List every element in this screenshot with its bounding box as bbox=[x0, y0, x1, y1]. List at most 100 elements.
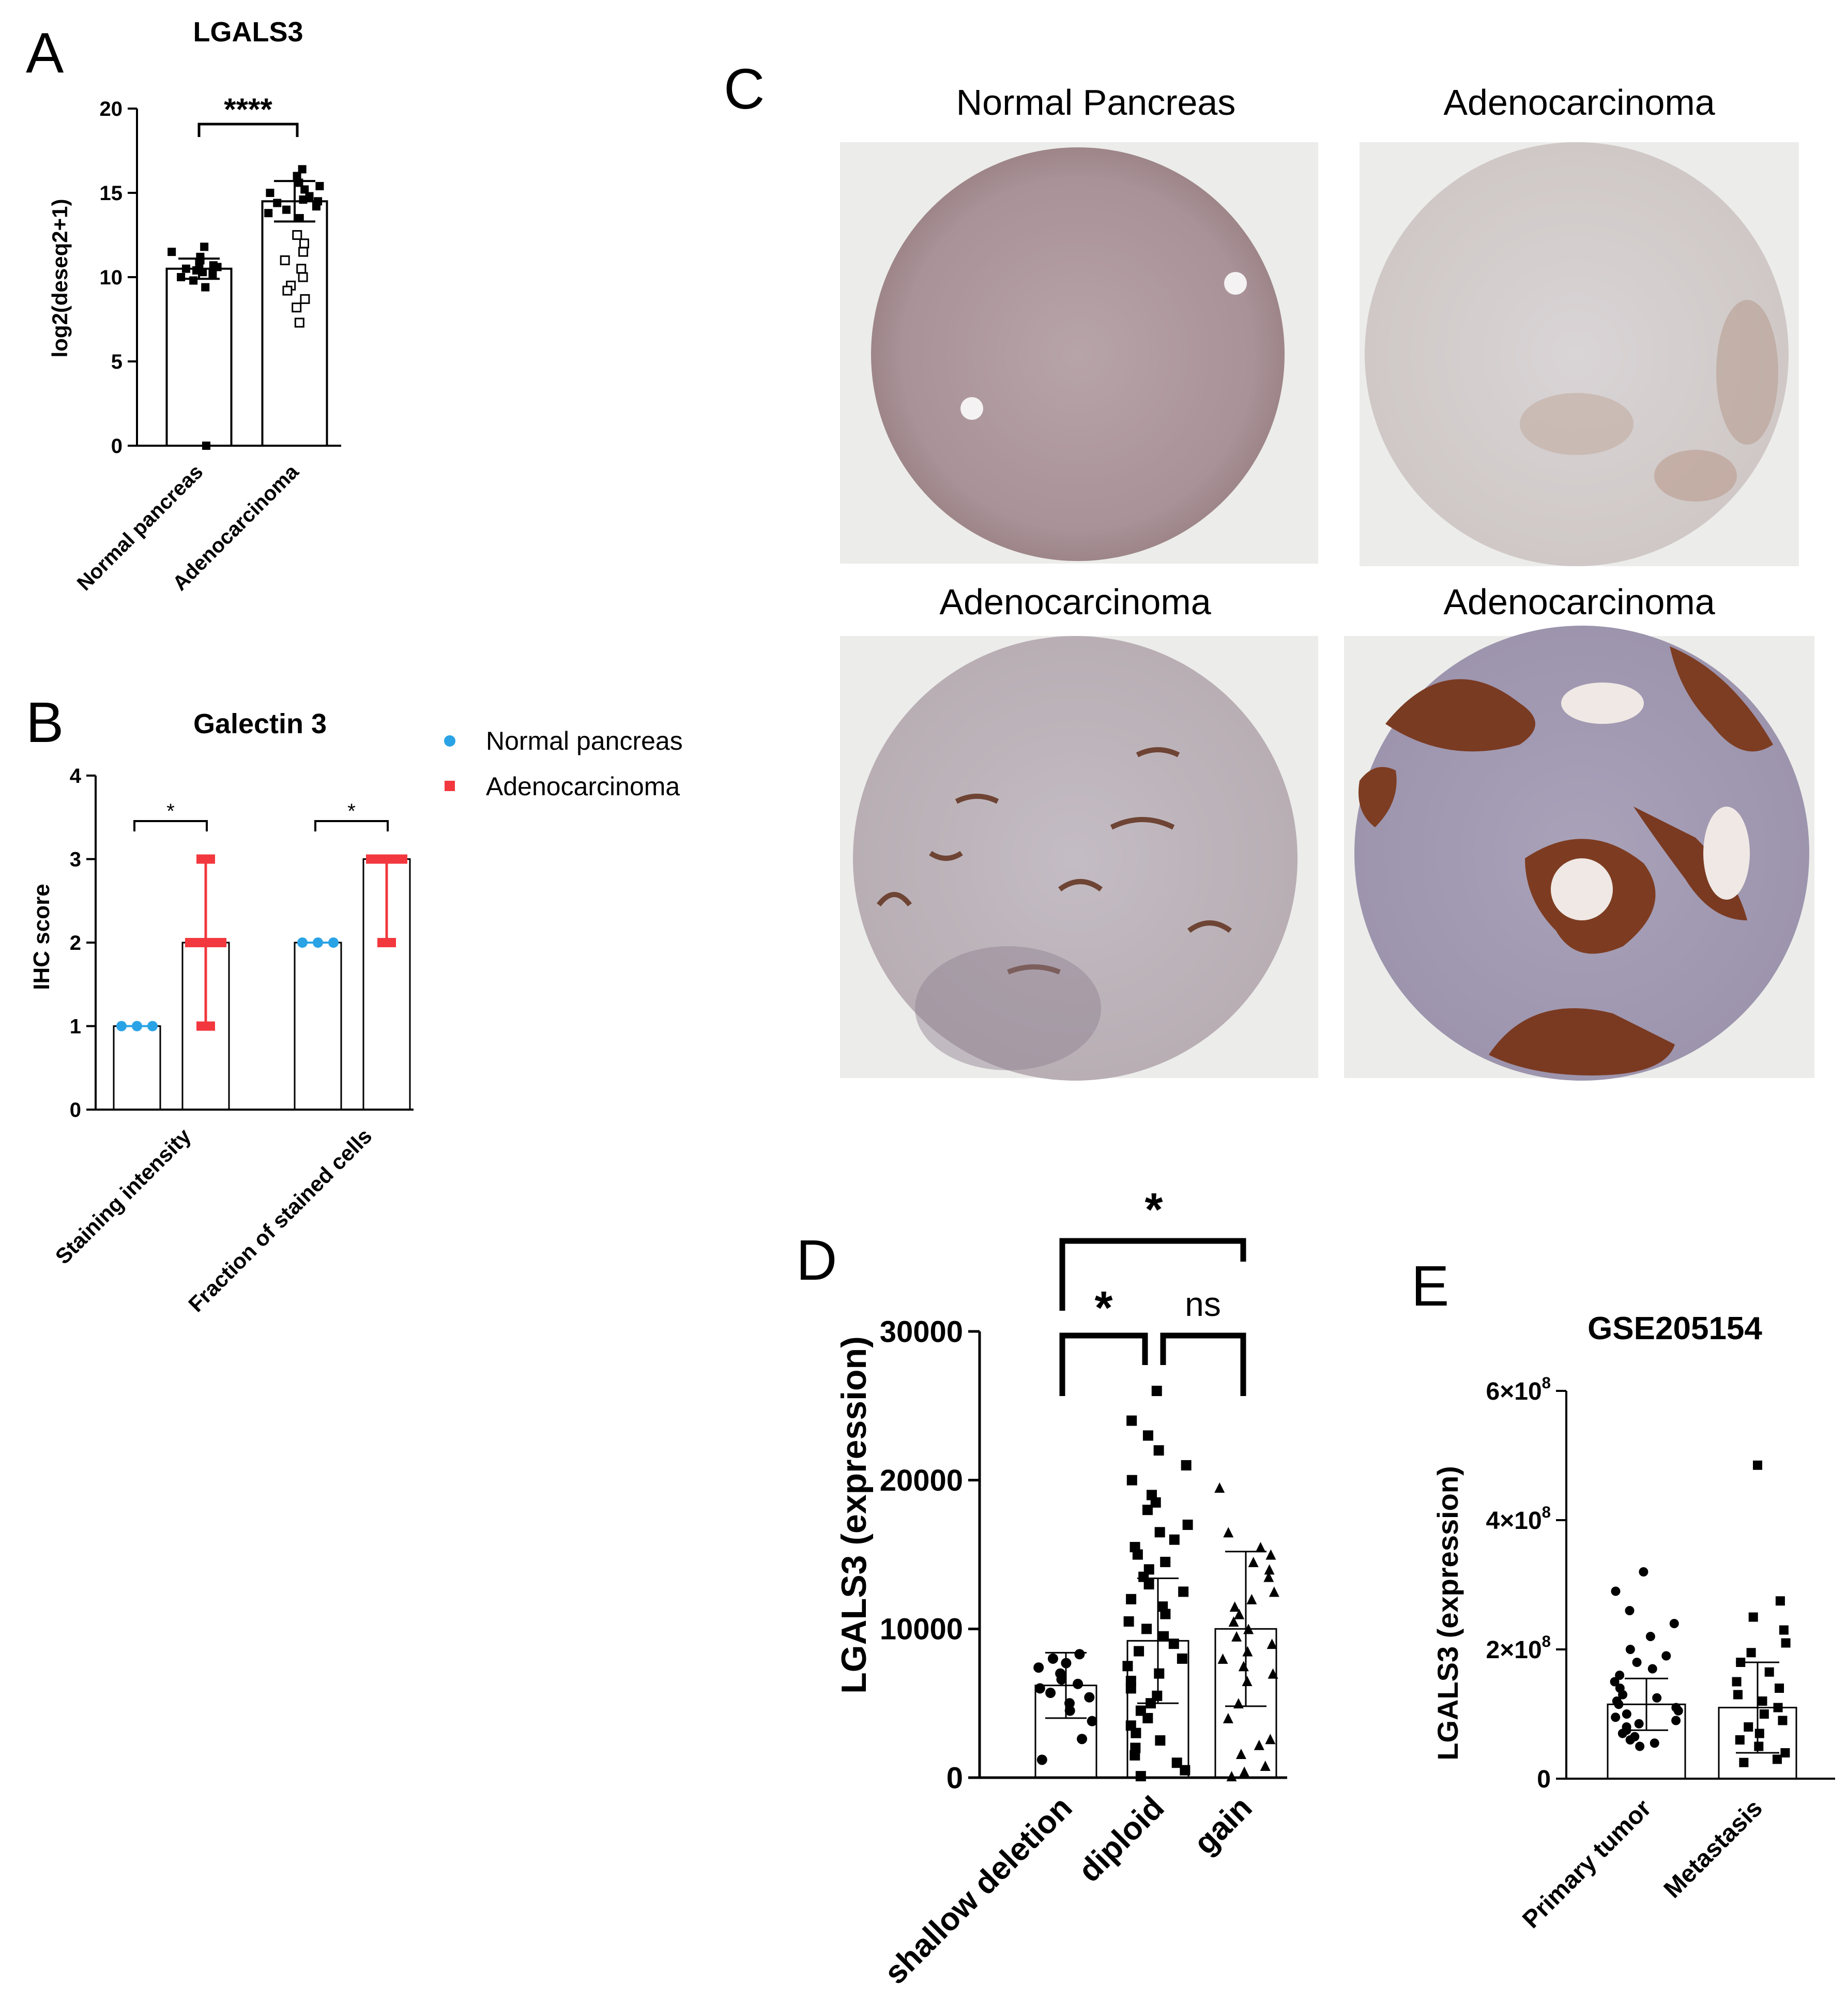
panel-d-point bbox=[1168, 1639, 1179, 1649]
panel-d-point bbox=[1122, 1661, 1133, 1672]
panel-d-point bbox=[1047, 1653, 1058, 1664]
panel-d-point bbox=[1242, 1646, 1253, 1657]
tissue-image-adenocarcinoma-1 bbox=[1360, 142, 1799, 566]
panel-e-point bbox=[1759, 1709, 1769, 1719]
image-label-1: Normal Pancreas bbox=[956, 82, 1236, 123]
panel-e-point bbox=[1647, 1664, 1657, 1674]
panel-d-sig-bracket-right bbox=[1160, 1332, 1246, 1396]
panel-d-point bbox=[1077, 1734, 1088, 1745]
panel-a-sig-label: **** bbox=[224, 92, 272, 127]
panel-e-point bbox=[1652, 1693, 1662, 1703]
panel-d-error-bars bbox=[1045, 1551, 1266, 1719]
panel-e-point bbox=[1748, 1612, 1758, 1622]
panel-b-x-label: Staining intensity bbox=[51, 1124, 196, 1269]
panel-e-point bbox=[1754, 1729, 1764, 1738]
panel-d-point bbox=[1246, 1594, 1257, 1604]
panel-e-point bbox=[1614, 1700, 1624, 1709]
panel-d-point bbox=[1154, 1527, 1165, 1538]
panel-d-point bbox=[1266, 1639, 1277, 1649]
panel-b-sig-bracket-1 bbox=[133, 820, 208, 831]
panel-a-point bbox=[181, 264, 190, 273]
panel-d-point bbox=[1265, 1734, 1276, 1745]
panel-e-x-label: Primary tumor bbox=[1517, 1794, 1656, 1933]
panel-e-point bbox=[1739, 1757, 1749, 1767]
panel-e-point bbox=[1778, 1716, 1788, 1725]
panel-d-y-axis: 0 10000 20000 30000 bbox=[880, 1315, 1287, 1795]
panel-e-point bbox=[1780, 1748, 1790, 1757]
panel-b-range-cap-adeno bbox=[196, 1021, 215, 1031]
panel-d-point bbox=[1223, 1527, 1234, 1538]
panel-label-d: D bbox=[796, 1229, 837, 1292]
panel-d-point bbox=[1045, 1688, 1056, 1699]
panel-d-point bbox=[1153, 1445, 1164, 1456]
panel-e-tick-mantissa: 2×10 bbox=[1486, 1636, 1542, 1664]
panel-a-tick-label: 20 bbox=[100, 98, 123, 120]
panel-e-point bbox=[1610, 1677, 1620, 1687]
panel-d-point bbox=[1142, 1430, 1153, 1441]
panel-e-x-label: Metastasis bbox=[1659, 1794, 1768, 1903]
panel-d-sig-label-left: * bbox=[1094, 1282, 1112, 1334]
panel-d-point bbox=[1242, 1676, 1253, 1687]
panel-b-bars bbox=[113, 858, 411, 1111]
panel-a-tick-label: 0 bbox=[111, 435, 123, 458]
panel-d-point bbox=[1123, 1616, 1134, 1627]
panel-a-point bbox=[300, 185, 309, 194]
tissue-image-adenocarcinoma-3 bbox=[1344, 626, 1814, 1081]
panel-e-tick-label: 0 bbox=[1537, 1766, 1551, 1793]
panel-e-point bbox=[1622, 1709, 1631, 1719]
panel-d-point bbox=[1126, 1415, 1137, 1426]
panel-e-point bbox=[1735, 1735, 1745, 1745]
panel-label-c: C bbox=[724, 57, 765, 121]
panel-a-point bbox=[293, 172, 301, 180]
panel-e-point bbox=[1773, 1703, 1783, 1712]
panel-d-x-label: diploid bbox=[1072, 1790, 1171, 1889]
panel-a-point bbox=[199, 268, 207, 277]
panel-d-point bbox=[1265, 1549, 1276, 1560]
panel-a-tick-label: 10 bbox=[100, 266, 123, 289]
panel-d-point bbox=[1033, 1662, 1044, 1673]
panel-b-legend: Normal pancreas Adenocarcinoma bbox=[444, 726, 683, 801]
panel-e-point bbox=[1746, 1648, 1756, 1658]
panel-e-point bbox=[1625, 1606, 1635, 1615]
panel-e-point bbox=[1753, 1460, 1762, 1470]
panel-a-chart: LGALS3 0 5 10 15 20 Normal pancreasAdenocarc… bbox=[48, 17, 341, 595]
panel-d-point bbox=[1180, 1765, 1190, 1776]
panel-e-point bbox=[1611, 1586, 1621, 1596]
panel-a-tick-label: 15 bbox=[100, 182, 123, 205]
panel-e-point bbox=[1673, 1706, 1683, 1716]
panel-label-a: A bbox=[26, 21, 64, 85]
panel-d-point bbox=[1073, 1678, 1083, 1689]
panel-a-point bbox=[315, 181, 324, 190]
panel-d-point bbox=[1177, 1653, 1187, 1664]
legend-label-adeno: Adenocarcinoma bbox=[486, 772, 680, 801]
panel-a-point bbox=[300, 294, 310, 304]
panel-b-chart: Galectin 3 0 1 2 3 4 Staining intensityFract… bbox=[29, 708, 683, 1316]
panel-a-point bbox=[196, 252, 205, 261]
panel-a-point bbox=[208, 269, 217, 278]
panel-d-point bbox=[1132, 1549, 1143, 1560]
panel-d-point bbox=[1229, 1601, 1240, 1612]
panel-b-tick-label: 2 bbox=[70, 932, 81, 954]
panel-d-point bbox=[1131, 1727, 1141, 1738]
panel-e-point bbox=[1781, 1638, 1791, 1648]
panel-a-y-axis: 0 5 10 15 20 bbox=[100, 98, 341, 458]
panel-d-point bbox=[1231, 1631, 1242, 1642]
panel-a-point bbox=[292, 230, 302, 240]
panel-d-point bbox=[1248, 1556, 1259, 1567]
panel-d-point bbox=[1234, 1609, 1245, 1619]
panel-d-point bbox=[1126, 1475, 1137, 1486]
panel-e-point bbox=[1758, 1696, 1767, 1706]
legend-marker-normal bbox=[444, 735, 455, 747]
panel-e-point bbox=[1733, 1690, 1743, 1700]
panel-e-point bbox=[1779, 1625, 1789, 1635]
panel-e-point bbox=[1764, 1667, 1774, 1677]
image-label-2: Adenocarcinoma bbox=[1443, 82, 1715, 123]
panel-c-images: Normal Pancreas Adenocarcinoma Adenocarc… bbox=[840, 82, 1814, 1081]
image-label-4: Adenocarcinoma bbox=[1443, 582, 1715, 622]
panel-e-tick-mantissa: 4×10 bbox=[1486, 1507, 1542, 1535]
panel-b-range-cap-adeno bbox=[196, 854, 215, 864]
panel-d-point bbox=[1074, 1649, 1085, 1660]
panel-d-sig-bracket-outer bbox=[1059, 1238, 1246, 1311]
